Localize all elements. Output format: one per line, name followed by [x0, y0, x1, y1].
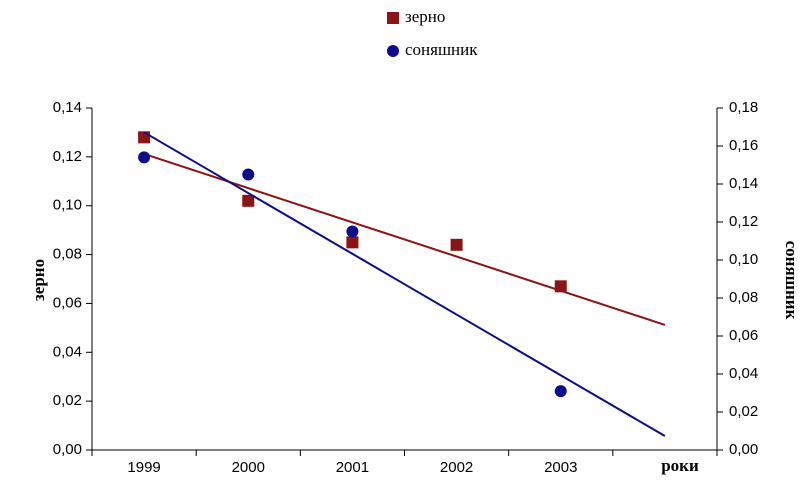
y2-tick-label: 0,02	[729, 403, 758, 420]
y-tick-label: 0,00	[53, 441, 82, 458]
y2-tick-label: 0,06	[729, 327, 758, 344]
marker	[242, 168, 255, 181]
x-axis-title: роки	[661, 456, 699, 475]
y2-tick-label: 0,18	[729, 99, 758, 116]
y2-tick-label: 0,00	[729, 441, 758, 458]
legend-label: зерно	[405, 7, 445, 26]
y2-axis-title: соняшник	[782, 241, 801, 320]
legend-marker	[387, 45, 399, 57]
y2-tick-label: 0,10	[729, 251, 758, 268]
marker	[554, 280, 567, 293]
y2-tick-label: 0,16	[729, 137, 758, 154]
marker	[242, 194, 255, 207]
marker	[138, 151, 151, 164]
y2-tick-label: 0,08	[729, 289, 758, 306]
x-tick-label: 2001	[336, 459, 369, 476]
legend-marker	[387, 12, 399, 24]
trend-line	[143, 131, 666, 437]
x-tick-label: 2000	[232, 459, 265, 476]
y-tick-label: 0,08	[53, 246, 82, 263]
marker	[346, 225, 359, 238]
y-tick-label: 0,14	[53, 99, 82, 116]
legend-label: соняшник	[405, 40, 478, 59]
marker	[346, 236, 359, 249]
y-tick-label: 0,12	[53, 148, 82, 165]
y-tick-label: 0,04	[53, 343, 82, 360]
y2-tick-label: 0,04	[729, 365, 758, 382]
x-tick-label: 2003	[544, 459, 577, 476]
y2-tick-label: 0,14	[729, 175, 758, 192]
marker	[554, 385, 567, 398]
x-tick-label: 1999	[127, 459, 160, 476]
y-tick-label: 0,10	[53, 197, 82, 214]
trend-line	[143, 152, 666, 326]
y2-tick-label: 0,12	[729, 213, 758, 230]
y-axis-title: зерно	[29, 259, 48, 301]
y-tick-label: 0,06	[53, 294, 82, 311]
y-tick-label: 0,02	[53, 392, 82, 409]
x-tick-label: 2002	[440, 459, 473, 476]
marker	[450, 238, 463, 251]
